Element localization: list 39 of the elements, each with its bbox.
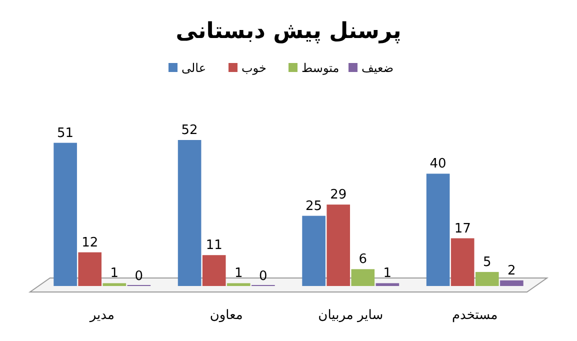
- data-label: 52: [181, 123, 198, 138]
- x-tick-label: مستخدم: [452, 308, 498, 323]
- legend-label: متوسط: [302, 61, 340, 75]
- data-label: 11: [206, 238, 222, 254]
- bar: [426, 174, 450, 286]
- x-tick-label: سایر مربیان: [318, 308, 384, 323]
- data-label: 0: [259, 269, 268, 284]
- data-label: 2: [508, 263, 516, 278]
- chart-title: پرسنل پیش دبستانی: [176, 19, 402, 44]
- bar: [178, 140, 202, 286]
- data-label: 1: [383, 266, 392, 282]
- legend-label: عالی: [182, 61, 206, 75]
- bar: [102, 283, 126, 286]
- data-label: 29: [330, 188, 347, 203]
- bar: [351, 269, 375, 286]
- legend-label: خوب: [242, 61, 266, 75]
- bar: [226, 283, 250, 286]
- data-label: 17: [454, 221, 471, 236]
- bar: [78, 252, 102, 286]
- bar: [326, 204, 350, 286]
- bar: [450, 238, 474, 286]
- data-label: 6: [358, 252, 368, 268]
- legend-label: ضعیف: [362, 61, 394, 75]
- x-tick-label: معاون: [210, 308, 243, 323]
- data-label: 25: [306, 198, 322, 214]
- bar: [376, 283, 400, 286]
- data-label: 5: [483, 254, 492, 270]
- data-label: 40: [430, 156, 446, 172]
- data-label: 1: [234, 266, 243, 282]
- data-label: 51: [57, 126, 74, 141]
- data-label: 0: [134, 269, 144, 284]
- bar: [302, 216, 326, 286]
- bar: [54, 142, 77, 286]
- bar: [202, 255, 226, 286]
- x-tick-label: مدیر: [88, 308, 114, 323]
- bar: [475, 272, 499, 286]
- data-label: 12: [82, 235, 98, 250]
- bar: [500, 280, 524, 286]
- data-label: 1: [110, 266, 119, 282]
